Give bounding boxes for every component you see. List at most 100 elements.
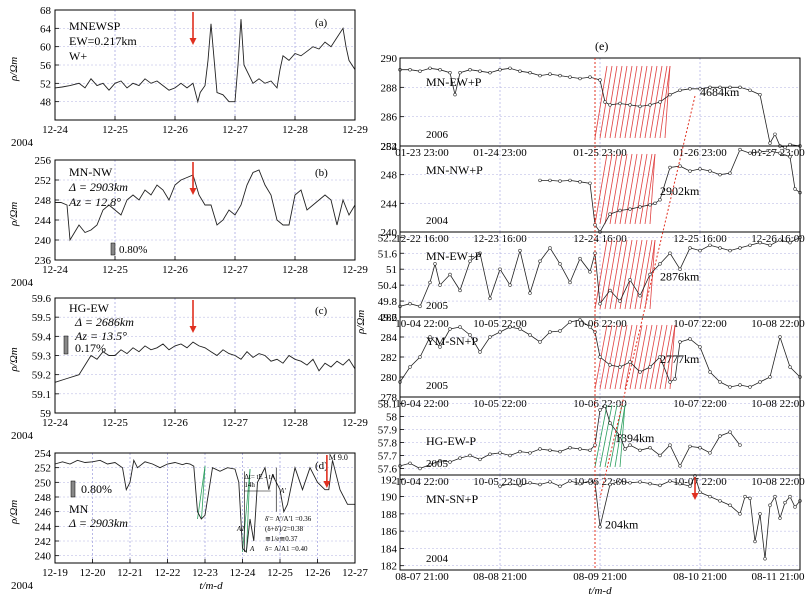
data-point: [508, 453, 512, 458]
data-point: [608, 363, 612, 367]
xtick-label: 12-26: [162, 124, 188, 136]
data-point: [538, 340, 542, 344]
data-point: [618, 101, 622, 106]
scale-bar-label: 0.80%: [119, 244, 147, 256]
data-point: [428, 462, 432, 467]
data-point: [708, 169, 712, 173]
data-point: [518, 248, 522, 253]
data-point: [618, 208, 622, 213]
data-point: [748, 88, 752, 92]
data-point: [558, 484, 562, 488]
data-point: [618, 299, 622, 303]
data-point: [518, 327, 522, 331]
data-point: [658, 483, 662, 488]
data-point: [468, 453, 472, 458]
data-point: [768, 243, 772, 247]
data-point: [498, 68, 502, 72]
xtick-label: 12-29: [342, 417, 368, 429]
data-point: [568, 178, 572, 183]
data-point: [538, 447, 542, 451]
data-point: [508, 325, 512, 329]
data-point: [718, 499, 722, 503]
year-label: 2004: [11, 580, 34, 592]
red-arrow-head: [189, 188, 197, 195]
data-point: [668, 165, 672, 170]
ytick-label: 182: [381, 561, 398, 573]
data-point: [758, 150, 762, 154]
data-point: [728, 171, 732, 175]
data-point: [598, 78, 602, 82]
data-point: [768, 375, 772, 379]
data-point: [568, 75, 572, 79]
xtick-label: 12-29: [342, 264, 368, 276]
data-point: [488, 296, 492, 301]
year-label: 2004: [426, 553, 449, 565]
data-point: [658, 262, 662, 266]
ytick-label: 248: [381, 170, 398, 182]
data-point: [738, 246, 742, 250]
data-point: [558, 449, 562, 454]
data-point: [508, 481, 512, 486]
data-point: [478, 350, 482, 354]
ytick-label: 52: [40, 78, 51, 90]
ytick-label: 250: [35, 477, 52, 489]
scale-bar: [110, 242, 116, 256]
data-point: [718, 85, 722, 90]
data-point: [408, 365, 412, 369]
data-point: [718, 246, 722, 250]
data-point: [578, 76, 582, 81]
year-label: 2005: [426, 300, 449, 312]
xtick-label: 01-23 23:00: [395, 147, 449, 159]
data-point: [738, 443, 742, 447]
xtick-label: 08-08 21:00: [473, 571, 527, 583]
data-point: [608, 288, 612, 293]
hatch-red: [604, 65, 618, 139]
ytick-label: 286: [381, 312, 398, 324]
data-point: [458, 70, 462, 75]
data-point: [788, 240, 792, 245]
data-point: [448, 70, 452, 75]
xtick-label: 12-23: [192, 567, 218, 579]
data-point: [608, 103, 612, 107]
annotation-azimuth: Az = 13.5°: [74, 329, 127, 343]
annotation-dt: Δt= tE - tA': [244, 473, 276, 481]
data-point: [618, 434, 622, 438]
station-label: MN-EW+P: [426, 75, 482, 89]
onset-trend-line: [599, 95, 696, 499]
series-line: [499, 474, 801, 559]
data-point: [468, 259, 472, 263]
data-point: [628, 360, 632, 364]
series-line-a: [54, 19, 356, 104]
hatch-red: [639, 239, 653, 310]
data-point: [578, 447, 582, 451]
data-point: [708, 243, 712, 247]
ytick-label: 244: [35, 215, 52, 227]
hatch-red: [669, 324, 676, 390]
hatch-red: [609, 239, 623, 310]
data-point: [458, 325, 462, 329]
hatch-red: [619, 324, 633, 390]
data-point: [408, 68, 412, 72]
xtick-label: 12-27: [222, 124, 248, 136]
data-point: [598, 302, 602, 306]
data-point: [538, 259, 542, 263]
hatch-green: [242, 469, 251, 553]
data-point: [528, 333, 532, 337]
hatch-green: [604, 404, 618, 468]
chart-panel-d: 240 242 244 246 248 250 252 254 12-19 12-20 12-21 1…: [8, 448, 368, 592]
ytick-label: 59.3: [32, 351, 52, 363]
data-point: [638, 448, 642, 452]
data-point: [418, 69, 422, 73]
data-point: [578, 180, 582, 184]
annotation-a: A: [249, 545, 255, 553]
y-axis-label: ρ/Ωm: [355, 310, 367, 335]
distance-label: 1394km: [615, 431, 655, 445]
ytick-label: 58.1: [378, 399, 397, 411]
annotation-distance: Δ = 2686km: [74, 315, 134, 329]
data-point: [628, 443, 632, 447]
data-point: [658, 355, 662, 359]
subpanel-5: 182 184 186 188 190 192 08-07 21:00 08-08 21:00…: [381, 474, 805, 583]
data-point: [688, 246, 692, 250]
panel-label: (d): [315, 460, 328, 472]
data-point: [708, 85, 712, 90]
